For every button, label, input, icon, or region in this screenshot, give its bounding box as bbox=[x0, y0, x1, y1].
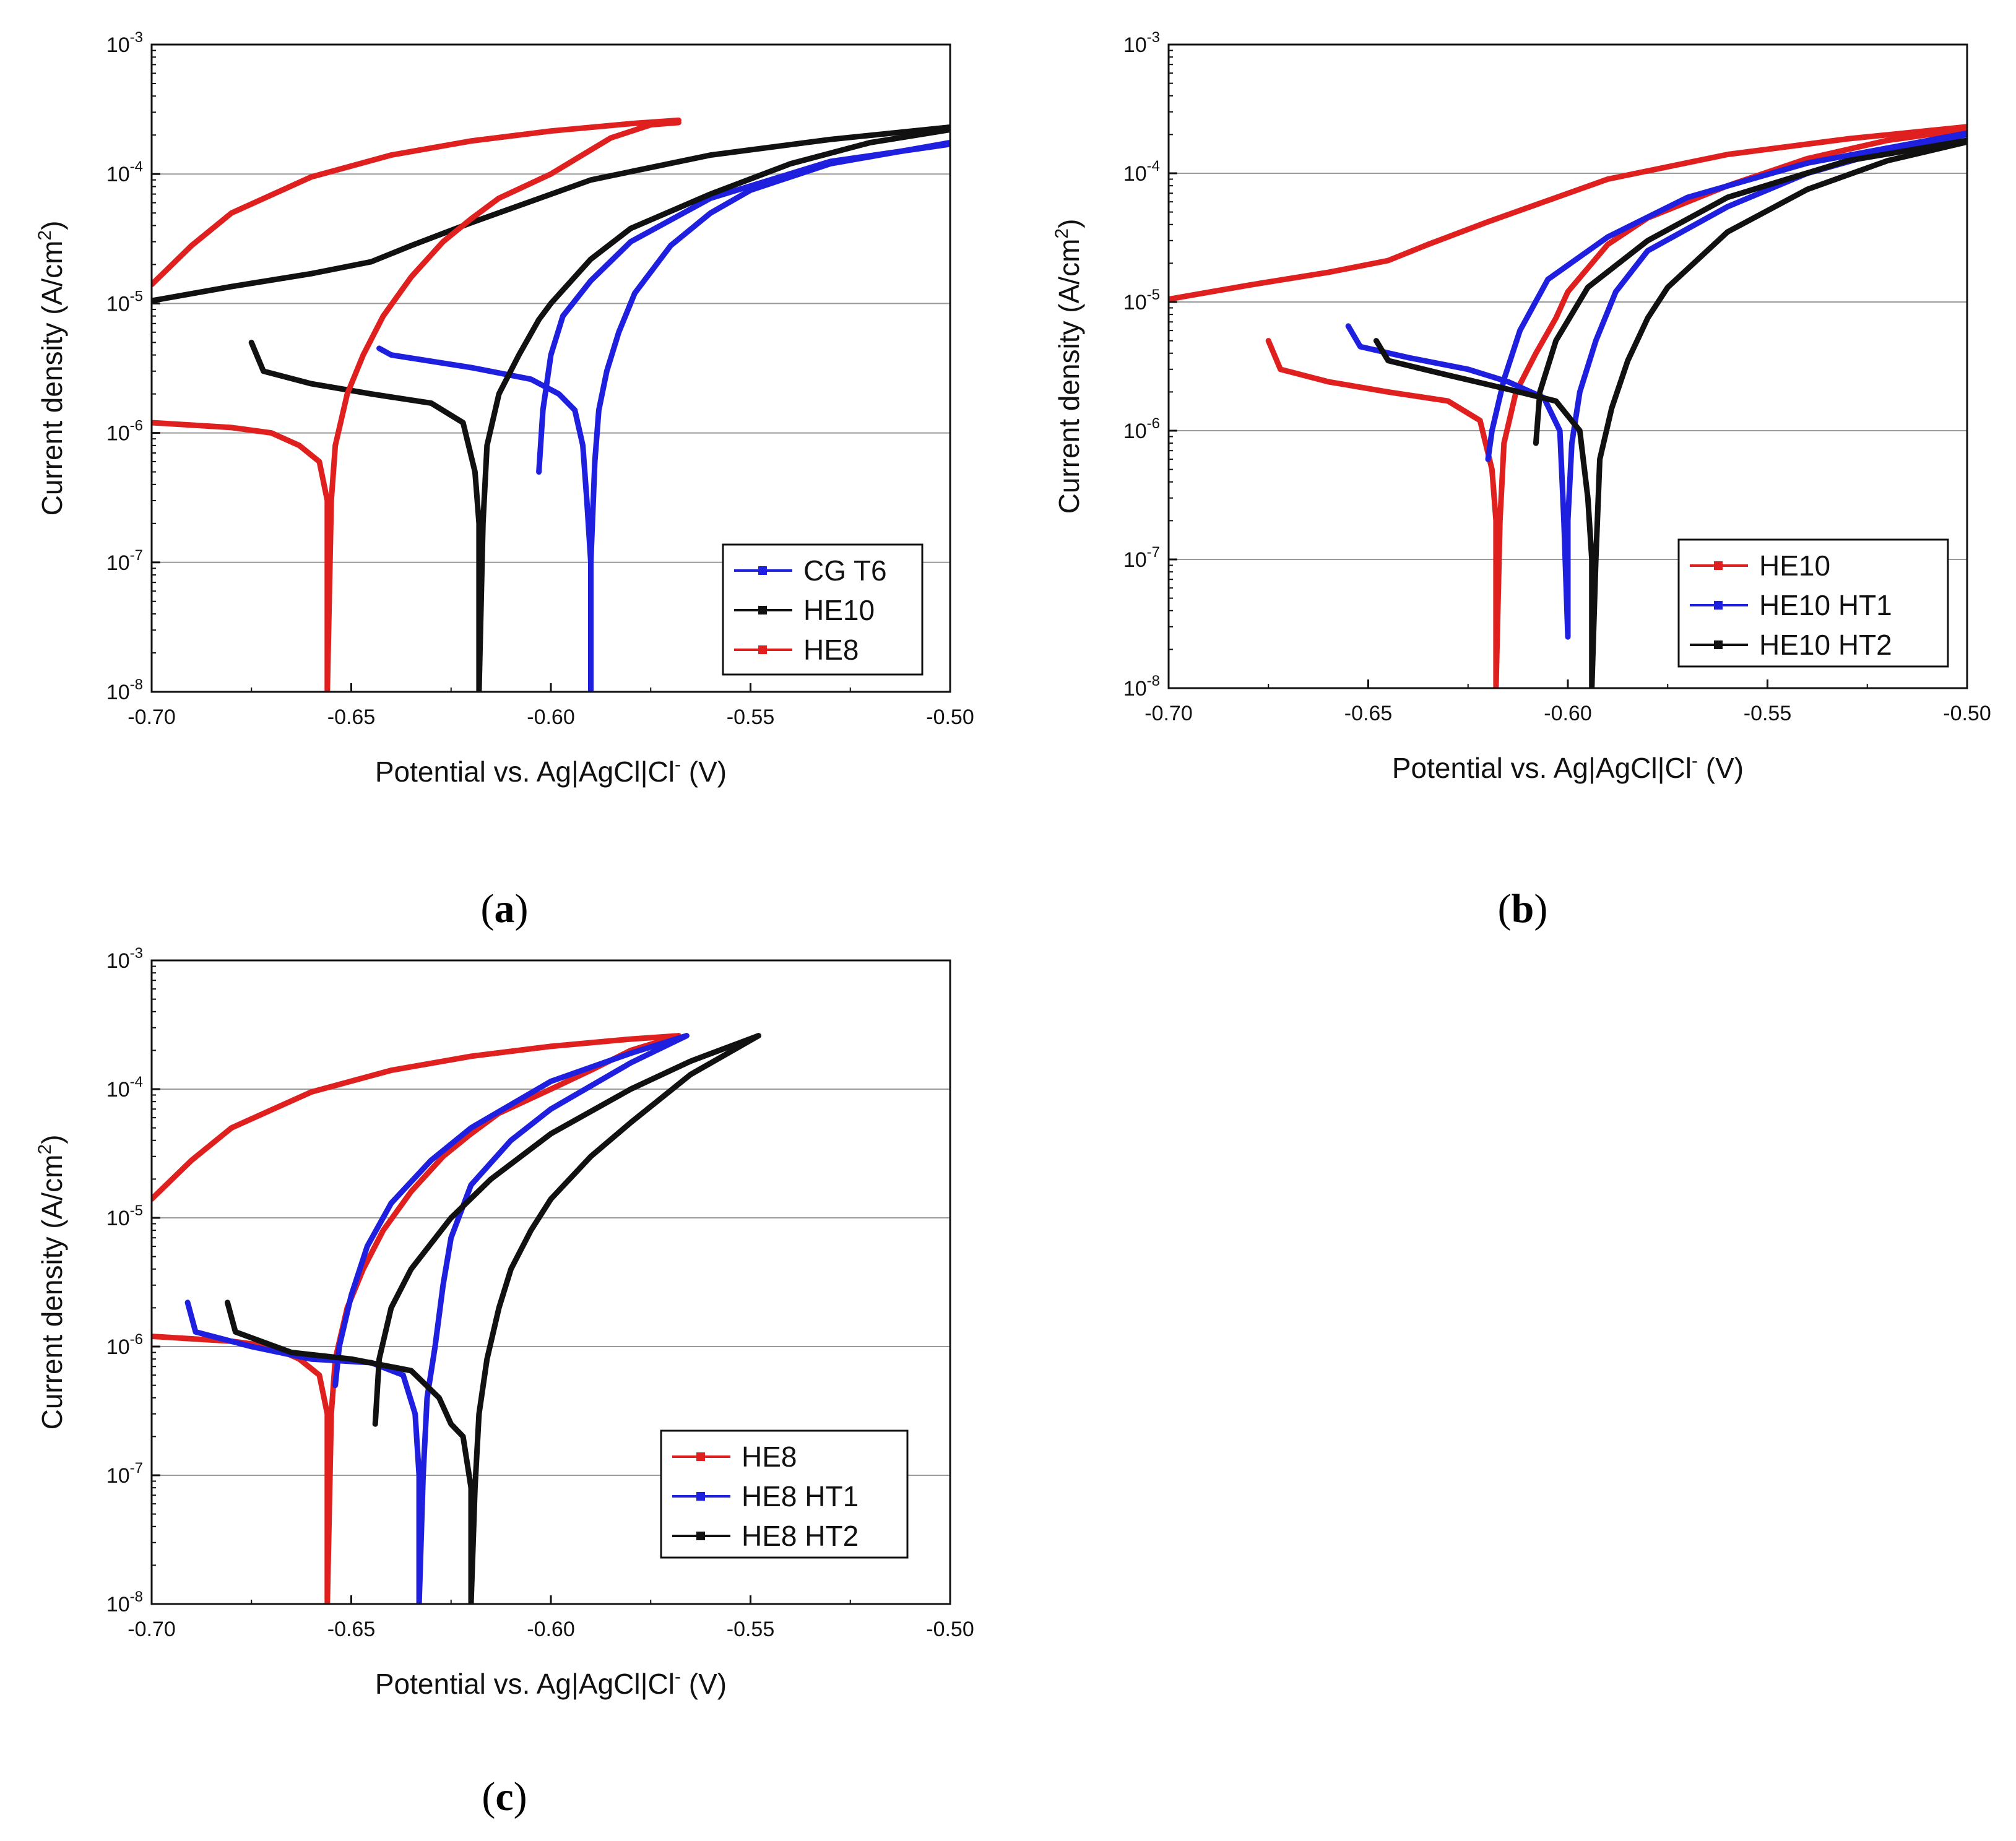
y-tick-label: 10-3 bbox=[106, 29, 143, 57]
x-tick-label: -0.50 bbox=[926, 705, 974, 729]
panel-a: 10-8 10-7 10-6 10-5 10-4 10-3 -0.70 -0.65 -0.60 -… bbox=[35, 29, 974, 788]
caption-c: (c) bbox=[482, 1774, 527, 1819]
panel-b: 10-8 10-7 10-6 10-5 10-4 10-3 -0.70 -0.65 -0.60 -… bbox=[1052, 29, 1991, 784]
y-tick-label: 10-5 bbox=[106, 1202, 143, 1230]
legend-marker-he8-ht1 bbox=[696, 1492, 705, 1501]
legend-label-he10-ht1: HE10 HT1 bbox=[1759, 589, 1892, 621]
series-line-cg-t6 bbox=[376, 139, 950, 692]
series-line-he10-ht2-reverse bbox=[1533, 137, 1967, 446]
y-axis-label: Current density (A/cm2) bbox=[35, 1135, 68, 1430]
legend-label-he8-ht2: HE8 HT2 bbox=[742, 1520, 859, 1552]
x-tick-label: -0.55 bbox=[727, 705, 775, 729]
series-line-he8-ht2 bbox=[225, 1033, 761, 1604]
legend-marker-he10-ht2 bbox=[1714, 640, 1723, 649]
x-axis-label: Potential vs. Ag|AgCl|Cl- (V) bbox=[375, 1666, 727, 1700]
series-line-he10-reverse bbox=[152, 124, 950, 304]
series-line-he10-ht2 bbox=[1373, 139, 1967, 688]
x-tick-label: -0.65 bbox=[327, 705, 376, 729]
series-line-he10-reverse bbox=[1169, 124, 1967, 303]
series-line-cg-t6-reverse bbox=[536, 141, 950, 475]
series-line-he8-reverse bbox=[152, 1033, 681, 1202]
x-tick-label: -0.60 bbox=[527, 1618, 575, 1641]
panel-c: 10-8 10-7 10-6 10-5 10-4 10-3 -0.70 -0.65 -0.60 -… bbox=[35, 945, 974, 1700]
legend-marker-he10-ht1 bbox=[1714, 601, 1723, 610]
series-line-he8-ht2-reverse bbox=[372, 1033, 761, 1427]
y-tick-label: 10-7 bbox=[106, 547, 143, 575]
y-tick-label: 10-8 bbox=[106, 676, 143, 704]
series-line-he8-reverse bbox=[152, 117, 681, 288]
series-line-he8-ht1 bbox=[184, 1033, 690, 1604]
y-tick-label: 10-8 bbox=[106, 1589, 143, 1616]
x-tick-label: -0.70 bbox=[128, 1618, 176, 1641]
x-tick-label: -0.50 bbox=[1943, 702, 1991, 725]
x-axis-label: Potential vs. Ag|AgCl|Cl- (V) bbox=[1392, 751, 1744, 784]
y-tick-label: 10-5 bbox=[106, 288, 143, 316]
legend-label-he10: HE10 bbox=[803, 594, 875, 626]
legend-label-he8: HE8 bbox=[803, 634, 859, 666]
legend-label-he8-ht1: HE8 HT1 bbox=[742, 1480, 859, 1512]
x-axis-label: Potential vs. Ag|AgCl|Cl- (V) bbox=[375, 754, 727, 788]
y-axis-label: Current density (A/cm2) bbox=[35, 221, 68, 516]
legend-label-he10: HE10 bbox=[1759, 550, 1830, 582]
legend-label-cg-t6: CG T6 bbox=[803, 554, 887, 587]
legend-marker-he8-ht2 bbox=[696, 1532, 705, 1540]
y-tick-label: 10-4 bbox=[106, 158, 143, 186]
x-tick-label: -0.65 bbox=[327, 1618, 376, 1641]
series-line-he10 bbox=[248, 127, 950, 692]
legend-marker-he8 bbox=[696, 1452, 705, 1461]
y-tick-label: 10-8 bbox=[1123, 673, 1160, 701]
series-line-he10 bbox=[1265, 126, 1967, 688]
y-tick-label: 10-3 bbox=[1123, 29, 1160, 57]
series-line-he10-ht1 bbox=[1345, 131, 1967, 640]
x-tick-label: -0.65 bbox=[1344, 702, 1393, 725]
legend-marker-he8 bbox=[758, 645, 767, 654]
y-tick-label: 10-6 bbox=[106, 418, 143, 446]
y-tick-label: 10-4 bbox=[1123, 158, 1160, 186]
x-tick-label: -0.60 bbox=[1544, 702, 1592, 725]
x-tick-label: -0.50 bbox=[926, 1618, 974, 1641]
legend-label-he8: HE8 bbox=[742, 1441, 797, 1473]
x-tick-label: -0.70 bbox=[128, 705, 176, 729]
y-tick-label: 10-5 bbox=[1123, 287, 1160, 314]
y-axis-label: Current density (A/cm2) bbox=[1052, 219, 1085, 514]
caption-b: (b) bbox=[1498, 886, 1548, 931]
y-tick-label: 10-3 bbox=[106, 945, 143, 973]
y-tick-label: 10-7 bbox=[1123, 544, 1160, 572]
y-tick-label: 10-6 bbox=[106, 1331, 143, 1359]
x-tick-label: -0.70 bbox=[1144, 702, 1193, 725]
series-line-he10-ht1-reverse bbox=[1485, 130, 1967, 462]
y-tick-label: 10-4 bbox=[106, 1074, 143, 1102]
legend-marker-he10 bbox=[758, 606, 767, 614]
y-tick-label: 10-7 bbox=[106, 1460, 143, 1488]
legend-marker-he10 bbox=[1714, 561, 1723, 570]
y-tick-label: 10-6 bbox=[1123, 415, 1160, 443]
x-tick-label: -0.60 bbox=[527, 705, 575, 729]
legend-label-he10-ht2: HE10 HT2 bbox=[1759, 629, 1892, 661]
series-line-he8 bbox=[152, 119, 681, 692]
caption-a: (a) bbox=[481, 886, 529, 931]
x-tick-label: -0.55 bbox=[727, 1618, 775, 1641]
x-tick-label: -0.55 bbox=[1744, 702, 1792, 725]
series-line-he8-ht1-reverse bbox=[332, 1033, 690, 1389]
legend-marker-cg-t6 bbox=[758, 566, 767, 575]
